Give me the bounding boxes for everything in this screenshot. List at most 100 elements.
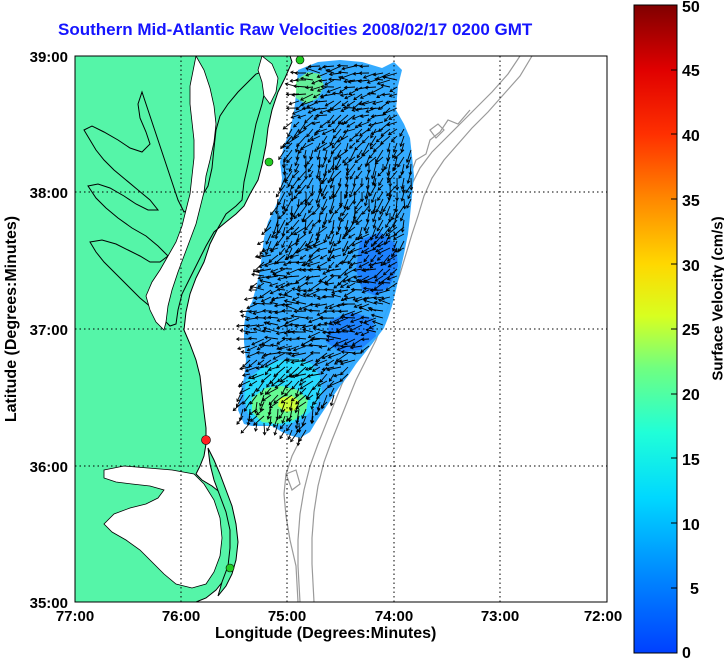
velocity-vector: [338, 71, 349, 74]
velocity-vector: [358, 306, 370, 312]
velocity-vector: [334, 205, 342, 214]
velocity-vector-head: [287, 347, 292, 352]
velocity-vector: [289, 163, 293, 172]
velocity-vector-head: [308, 343, 313, 347]
velocity-vector-head: [322, 294, 326, 299]
station-marker[interactable]: [264, 157, 274, 167]
velocity-vector-head: [374, 160, 379, 165]
velocity-vector: [300, 77, 314, 81]
velocity-vector: [236, 415, 244, 425]
velocity-vector: [355, 296, 370, 302]
velocity-vector-head: [377, 172, 382, 177]
velocity-vector-head: [269, 290, 274, 295]
velocity-vector-head: [284, 304, 289, 309]
velocity-vector: [327, 226, 335, 240]
velocity-vector-head: [253, 422, 257, 426]
y-tick-label: 35:00: [30, 595, 68, 612]
velocity-vector-head: [287, 337, 292, 342]
velocity-vector: [331, 219, 335, 234]
velocity-vector-head: [319, 94, 324, 98]
velocity-vector: [407, 191, 412, 199]
velocity-vector: [262, 394, 272, 402]
velocity-vector: [341, 310, 356, 317]
velocity-vector-head: [298, 438, 303, 442]
velocity-vector-head: [349, 262, 354, 267]
velocity-vector-head: [343, 79, 348, 84]
velocity-vector: [238, 380, 251, 387]
velocity-vector: [279, 247, 286, 255]
velocity-vector: [291, 359, 307, 363]
station-marker-active[interactable]: [201, 435, 211, 445]
velocity-vector-head: [322, 195, 327, 200]
velocity-vector-head: [273, 400, 278, 404]
velocity-vector: [374, 296, 384, 299]
velocity-vector: [305, 247, 314, 251]
velocity-vector-head: [259, 251, 264, 256]
velocity-vector-head: [286, 271, 291, 275]
velocity-vector-head: [365, 109, 370, 113]
velocity-vector-head: [264, 371, 269, 376]
velocity-vector-head: [335, 166, 339, 171]
velocity-vector-head: [332, 129, 337, 133]
velocity-vector-head: [272, 356, 277, 360]
station-marker[interactable]: [295, 56, 305, 65]
velocity-vector-head: [363, 244, 368, 248]
velocity-vector-head: [355, 175, 360, 180]
velocity-vector-head: [381, 75, 386, 80]
velocity-vector-head: [318, 78, 323, 83]
velocity-vector-head: [348, 265, 353, 270]
velocity-vector: [328, 65, 342, 73]
velocity-vector-head: [355, 221, 360, 225]
velocity-vector-head: [330, 177, 334, 182]
velocity-vector-head: [391, 253, 395, 258]
velocity-vector: [346, 121, 356, 128]
velocity-vector: [270, 289, 279, 294]
velocity-vector-head: [326, 367, 331, 372]
velocity-vector: [286, 142, 293, 149]
colorbar-ticks: [671, 4, 677, 654]
velocity-vector: [302, 268, 314, 271]
velocity-vector: [362, 135, 370, 144]
velocity-vector-head: [292, 347, 297, 352]
velocity-vector-head: [352, 105, 357, 110]
velocity-vector: [269, 373, 279, 384]
velocity-vector-head: [271, 382, 275, 387]
velocity-vector: [328, 78, 342, 81]
velocity-vector: [323, 212, 328, 225]
velocity-vector: [256, 268, 272, 273]
velocity-vector: [249, 394, 258, 405]
delaware-bay: [257, 56, 279, 105]
velocity-vector-head: [344, 95, 349, 100]
velocity-vector-head: [345, 168, 350, 172]
velocity-vector: [287, 268, 300, 275]
velocity-vector-head: [311, 223, 316, 227]
velocity-vector-head: [315, 113, 319, 118]
velocity-vector-head: [373, 274, 378, 279]
station-marker[interactable]: [225, 563, 235, 573]
velocity-vector: [383, 107, 398, 115]
velocity-vector: [377, 79, 391, 85]
velocity-vector-head: [340, 344, 344, 349]
velocity-vector: [244, 296, 258, 301]
velocity-vector-head: [360, 337, 365, 342]
velocity-vector-head: [283, 299, 288, 304]
velocity-vector: [373, 142, 384, 152]
velocity-vector-head: [248, 363, 252, 368]
velocity-vector-head: [253, 428, 258, 432]
velocity-vector: [256, 408, 265, 416]
velocity-vector: [273, 394, 286, 404]
velocity-vector: [331, 135, 342, 149]
velocity-vector-head: [274, 310, 278, 315]
velocity-vector: [269, 415, 272, 425]
velocity-vector-head: [342, 159, 346, 164]
velocity-vector: [298, 205, 307, 217]
velocity-vector-head: [246, 354, 251, 358]
velocity-vector-head: [324, 102, 329, 107]
velocity-vector-head: [327, 384, 331, 389]
velocity-vector-head: [311, 107, 316, 112]
velocity-vector-head: [328, 77, 332, 82]
velocity-vector: [381, 281, 391, 284]
velocity-vector-head: [239, 309, 244, 314]
velocity-vector-head: [368, 325, 373, 330]
velocity-vector-head: [386, 148, 391, 153]
